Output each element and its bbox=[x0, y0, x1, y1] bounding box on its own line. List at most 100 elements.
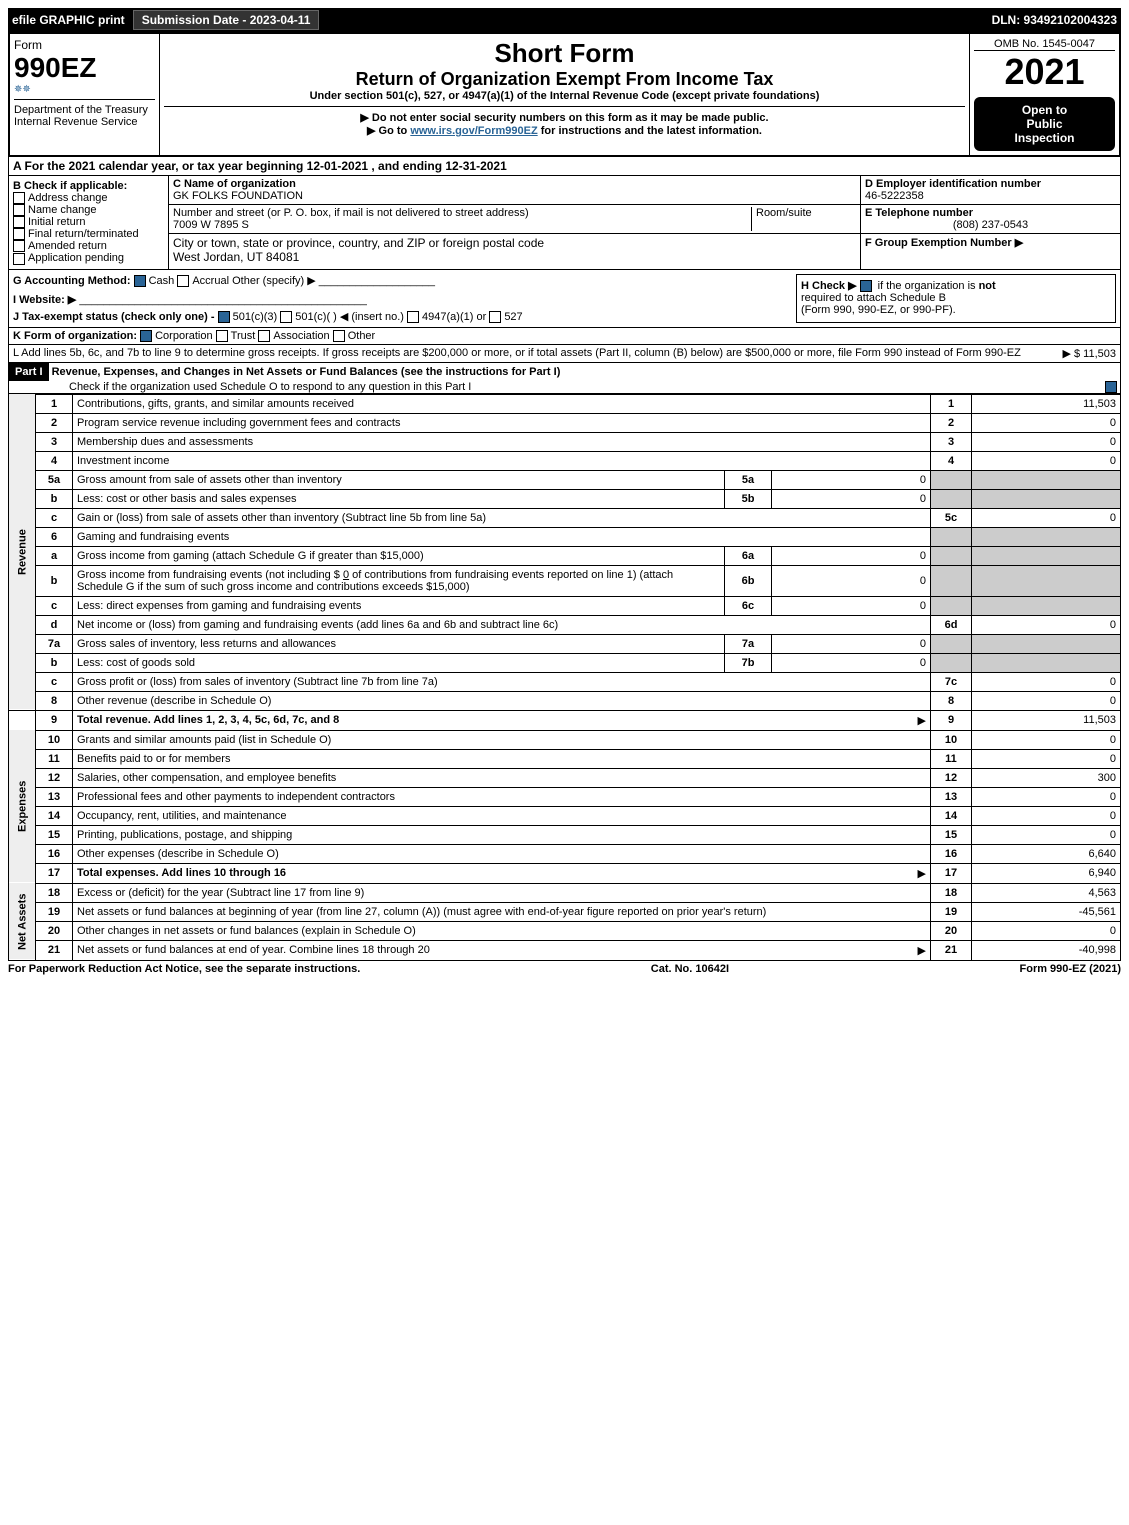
part1-header-row: Part I Revenue, Expenses, and Changes in… bbox=[8, 363, 1121, 394]
irs-link[interactable]: www.irs.gov/Form990EZ bbox=[410, 125, 537, 137]
part1-check-text: Check if the organization used Schedule … bbox=[69, 381, 471, 393]
chk-app-pending[interactable] bbox=[13, 253, 25, 265]
chk-accrual[interactable] bbox=[177, 275, 189, 287]
l1-d: Contributions, gifts, grants, and simila… bbox=[73, 394, 931, 413]
l5b-d: Less: cost or other basis and sales expe… bbox=[73, 489, 725, 508]
l7c-a: 0 bbox=[972, 672, 1121, 691]
top-bar: efile GRAPHIC print Submission Date - 20… bbox=[8, 8, 1121, 32]
chk-527[interactable] bbox=[489, 311, 501, 323]
b-label: B Check if applicable: bbox=[13, 180, 164, 192]
l6c-rn-shade bbox=[931, 596, 972, 615]
l10-a: 0 bbox=[972, 730, 1121, 749]
l5a-sb: 5a bbox=[725, 470, 772, 489]
l5b-rn-shade bbox=[931, 489, 972, 508]
ein-value: 46-5222358 bbox=[865, 190, 924, 202]
l15-a: 0 bbox=[972, 825, 1121, 844]
l17-d: Total expenses. Add lines 10 through 16 bbox=[77, 867, 286, 879]
subtitle: Under section 501(c), 527, or 4947(a)(1)… bbox=[164, 90, 965, 102]
chk-initial-return[interactable] bbox=[13, 216, 25, 228]
l6c-n: c bbox=[36, 596, 73, 615]
l11-n: 11 bbox=[36, 749, 73, 768]
efile-label: efile GRAPHIC print bbox=[12, 13, 125, 27]
chk-address-change[interactable] bbox=[13, 192, 25, 204]
l13-d: Professional fees and other payments to … bbox=[73, 787, 931, 806]
k-o3: Association bbox=[273, 330, 329, 342]
j-o3: 4947(a)(1) or bbox=[422, 311, 486, 323]
l3-rn: 3 bbox=[931, 432, 972, 451]
l6d-a: 0 bbox=[972, 615, 1121, 634]
l-row: L Add lines 5b, 6c, and 7b to line 9 to … bbox=[8, 345, 1121, 363]
d-label: D Employer identification number bbox=[865, 178, 1041, 190]
tax-year: 2021 bbox=[974, 51, 1115, 93]
l2-rn: 2 bbox=[931, 413, 972, 432]
open1: Open to bbox=[980, 103, 1109, 117]
l2-d: Program service revenue including govern… bbox=[73, 413, 931, 432]
b-o3: Initial return bbox=[28, 216, 85, 228]
chk-501c[interactable] bbox=[280, 311, 292, 323]
l21-rn: 21 bbox=[931, 940, 972, 960]
chk-4947[interactable] bbox=[407, 311, 419, 323]
chk-other-org[interactable] bbox=[333, 330, 345, 342]
l6d-rn: 6d bbox=[931, 615, 972, 634]
l11-d: Benefits paid to or for members bbox=[73, 749, 931, 768]
l7a-d: Gross sales of inventory, less returns a… bbox=[73, 634, 725, 653]
l19-d: Net assets or fund balances at beginning… bbox=[73, 902, 931, 921]
l8-a: 0 bbox=[972, 691, 1121, 710]
l21-n: 21 bbox=[36, 940, 73, 960]
l6c-sb: 6c bbox=[725, 596, 772, 615]
l6-rn-shade bbox=[931, 527, 972, 546]
part1-tab: Part I bbox=[9, 363, 49, 381]
l-text: L Add lines 5b, 6c, and 7b to line 9 to … bbox=[13, 347, 1054, 360]
chk-501c3[interactable] bbox=[218, 311, 230, 323]
room-suite-label: Room/suite bbox=[751, 207, 856, 231]
chk-part1-scho[interactable] bbox=[1105, 381, 1117, 393]
l16-a: 6,640 bbox=[972, 844, 1121, 863]
l18-rn: 18 bbox=[931, 883, 972, 902]
l2-n: 2 bbox=[36, 413, 73, 432]
l-amount: ▶ $ 11,503 bbox=[1054, 347, 1116, 360]
chk-h[interactable] bbox=[860, 280, 872, 292]
street-address: 7009 W 7895 S bbox=[173, 219, 249, 231]
l5a-d: Gross amount from sale of assets other t… bbox=[73, 470, 725, 489]
chk-name-change[interactable] bbox=[13, 204, 25, 216]
l5b-sa: 0 bbox=[772, 489, 931, 508]
lines-table: Revenue 1 Contributions, gifts, grants, … bbox=[8, 394, 1121, 961]
l5a-rn-shade bbox=[931, 470, 972, 489]
l4-a: 0 bbox=[972, 451, 1121, 470]
l21-arrow: ▶ bbox=[918, 944, 926, 957]
l9-d-cell: Total revenue. Add lines 1, 2, 3, 4, 5c,… bbox=[73, 710, 931, 730]
dept-treasury: Department of the Treasury bbox=[14, 104, 155, 116]
b-o6: Application pending bbox=[28, 252, 124, 264]
l6b-d1v: 0 bbox=[343, 569, 349, 581]
j-o4: 527 bbox=[504, 311, 522, 323]
city-label: City or town, state or province, country… bbox=[173, 236, 544, 250]
l7c-rn: 7c bbox=[931, 672, 972, 691]
l6-a-shade bbox=[972, 527, 1121, 546]
chk-assoc[interactable] bbox=[258, 330, 270, 342]
l12-rn: 12 bbox=[931, 768, 972, 787]
note2-pre: ▶ Go to bbox=[367, 125, 410, 137]
b-o4: Final return/terminated bbox=[28, 228, 139, 240]
l1-a: 11,503 bbox=[972, 394, 1121, 413]
l16-n: 16 bbox=[36, 844, 73, 863]
i-row: I Website: ▶ ___________________________… bbox=[13, 293, 788, 306]
l7a-n: 7a bbox=[36, 634, 73, 653]
chk-trust[interactable] bbox=[216, 330, 228, 342]
chk-amended[interactable] bbox=[13, 240, 25, 252]
l19-rn: 19 bbox=[931, 902, 972, 921]
footer: For Paperwork Reduction Act Notice, see … bbox=[8, 961, 1121, 977]
chk-corp[interactable] bbox=[140, 330, 152, 342]
l17-arrow: ▶ bbox=[918, 867, 926, 880]
l21-a: -40,998 bbox=[972, 940, 1121, 960]
l3-d: Membership dues and assessments bbox=[73, 432, 931, 451]
line-a: A For the 2021 calendar year, or tax yea… bbox=[8, 157, 1121, 176]
org-name: GK FOLKS FOUNDATION bbox=[173, 190, 303, 202]
l9-rn: 9 bbox=[931, 710, 972, 730]
part1-title: Revenue, Expenses, and Changes in Net As… bbox=[52, 366, 561, 378]
j-label: J Tax-exempt status (check only one) - bbox=[13, 311, 218, 323]
l12-d: Salaries, other compensation, and employ… bbox=[73, 768, 931, 787]
chk-final-return[interactable] bbox=[13, 228, 25, 240]
l6b-d1: Gross income from fundraising events (no… bbox=[77, 569, 340, 581]
chk-cash[interactable] bbox=[134, 275, 146, 287]
city-state-zip: West Jordan, UT 84081 bbox=[173, 250, 299, 264]
